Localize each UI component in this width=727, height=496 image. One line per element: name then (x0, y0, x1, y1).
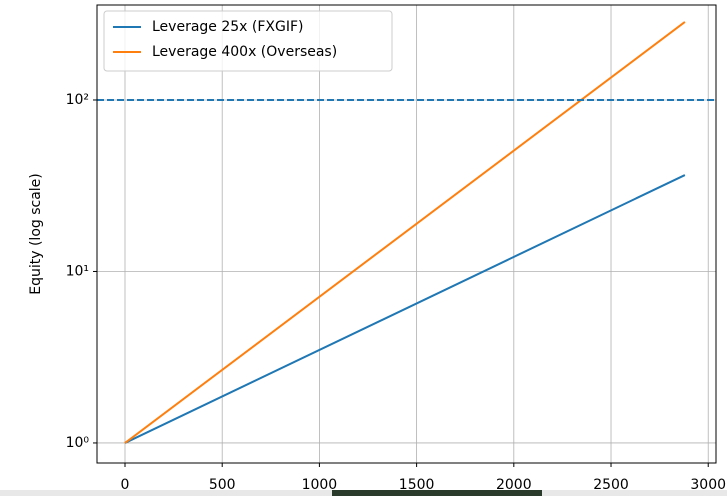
x-tick-label: 1000 (302, 477, 338, 493)
line-series (124, 21, 686, 444)
plot-frame (96, 4, 717, 464)
x-tick-label: 2500 (593, 477, 629, 493)
x-tick-label: 0 (121, 477, 130, 493)
legend-box (103, 10, 393, 72)
y-tick-label: 10¹ (66, 263, 89, 279)
line-series (124, 174, 686, 444)
y-tick-label: 10² (66, 92, 89, 108)
x-tick-label: 2000 (496, 477, 532, 493)
y-axis-label: Equity (log scale) (28, 173, 44, 295)
bottom-strip-dark (332, 490, 542, 496)
y-tick-label: 10⁰ (66, 435, 90, 451)
legend-label: Leverage 25x (FXGIF) (152, 19, 304, 35)
x-tick-label: 1500 (399, 477, 435, 493)
x-tick-label: 500 (209, 477, 236, 493)
x-tick-label: 3000 (690, 477, 726, 493)
legend-label: Leverage 400x (Overseas) (152, 44, 337, 60)
